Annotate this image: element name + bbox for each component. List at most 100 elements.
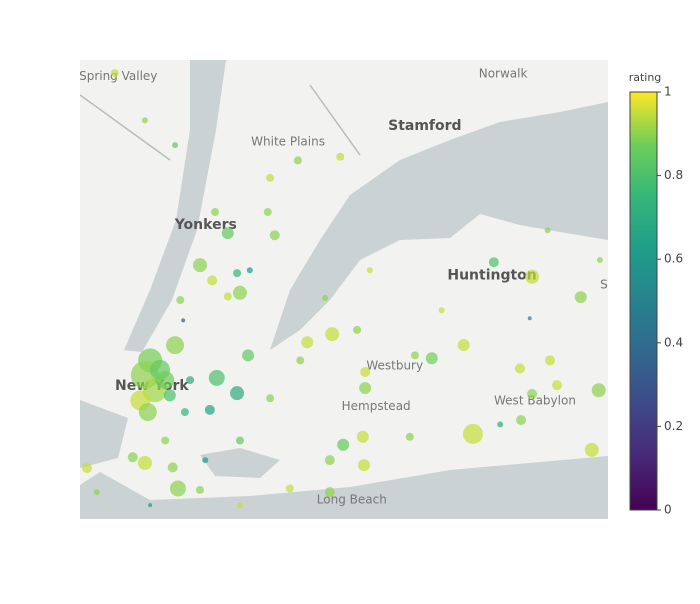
location-point [405, 432, 414, 441]
colorbar-tick-label: 0 [664, 503, 672, 517]
location-point [353, 325, 362, 334]
location-point [527, 316, 532, 321]
location-point [497, 421, 504, 428]
location-point [180, 408, 189, 417]
location-point [357, 459, 370, 472]
harbor [80, 400, 128, 468]
location-point [410, 351, 419, 360]
location-point [110, 69, 119, 78]
location-point [574, 291, 587, 304]
place-label: Stamford [388, 118, 461, 134]
place-label: Hempstead [342, 399, 411, 413]
place-label: West Babylon [494, 394, 576, 408]
location-point [166, 336, 185, 355]
location-point [127, 452, 138, 463]
location-point [221, 227, 234, 240]
location-point [232, 285, 247, 300]
location-point [163, 389, 176, 402]
border [309, 84, 361, 156]
colorbar-tick-label: 0.2 [664, 419, 683, 433]
location-point [366, 267, 373, 274]
location-point [322, 294, 329, 301]
hudson-river [124, 60, 226, 352]
location-point [514, 363, 525, 374]
location-point [336, 152, 345, 161]
location-point [141, 117, 148, 124]
location-point [324, 487, 335, 498]
jamaica-bay [200, 448, 280, 478]
location-point [266, 173, 275, 182]
long-island-sound [270, 102, 608, 350]
location-point [202, 457, 209, 464]
place-label: Yonkers [174, 217, 237, 233]
place-label: White Plains [251, 135, 325, 149]
location-point [325, 327, 340, 342]
colorbar [629, 91, 658, 511]
location-point [208, 369, 225, 386]
location-point [301, 336, 314, 349]
location-point [167, 462, 178, 473]
location-point [156, 371, 175, 390]
location-point [195, 485, 204, 494]
location-point [169, 480, 186, 497]
location-point [293, 156, 302, 165]
location-point [266, 394, 275, 403]
location-point [138, 403, 157, 422]
location-point [462, 423, 483, 444]
location-point [356, 430, 369, 443]
location-point [236, 502, 243, 509]
location-point [425, 352, 438, 365]
location-point [235, 436, 244, 445]
location-point [584, 442, 599, 457]
location-point [360, 367, 371, 378]
location-point [457, 339, 470, 352]
location-point [81, 463, 92, 474]
location-point [93, 489, 100, 496]
location-point [269, 230, 280, 241]
colorbar-title: rating [629, 71, 662, 84]
location-point [527, 388, 538, 399]
location-point [176, 296, 185, 305]
location-point [233, 269, 242, 278]
location-point [211, 208, 220, 217]
location-point [192, 258, 207, 273]
colorbar-tick-label: 1 [664, 85, 672, 99]
location-point [230, 386, 245, 401]
location-point [551, 380, 562, 391]
location-point [186, 376, 195, 385]
location-point [263, 208, 272, 217]
location-point [181, 318, 186, 323]
place-label: Westbury [366, 359, 423, 373]
location-point [544, 227, 551, 234]
location-point [148, 503, 153, 508]
location-point [516, 415, 527, 426]
location-point [525, 269, 540, 284]
border [80, 94, 171, 161]
colorbar-tick-label: 0.6 [664, 252, 683, 266]
location-point [591, 383, 606, 398]
place-label: Norwalk [479, 66, 528, 80]
location-point [204, 404, 215, 415]
location-point [324, 455, 335, 466]
location-point [545, 355, 556, 366]
location-point [596, 257, 603, 264]
map: Spring Valley Norwalk White Plains Stamford… [79, 60, 608, 519]
location-point [207, 275, 218, 286]
place-label: Spring Valley [79, 69, 157, 83]
location-point [359, 382, 372, 395]
location-point [337, 438, 350, 451]
colorbar-tick-label: 0.8 [664, 168, 683, 182]
location-point [296, 356, 305, 365]
place-label: Long Beach [317, 493, 387, 507]
location-point [137, 455, 152, 470]
location-point [438, 307, 445, 314]
location-point [246, 267, 253, 274]
location-point [488, 257, 499, 268]
location-point [223, 292, 232, 301]
place-label: S [600, 277, 608, 291]
place-label: Huntington [447, 267, 536, 283]
colorbar-tick-label: 0.4 [664, 335, 683, 349]
location-point [242, 349, 255, 362]
location-point [285, 484, 294, 493]
